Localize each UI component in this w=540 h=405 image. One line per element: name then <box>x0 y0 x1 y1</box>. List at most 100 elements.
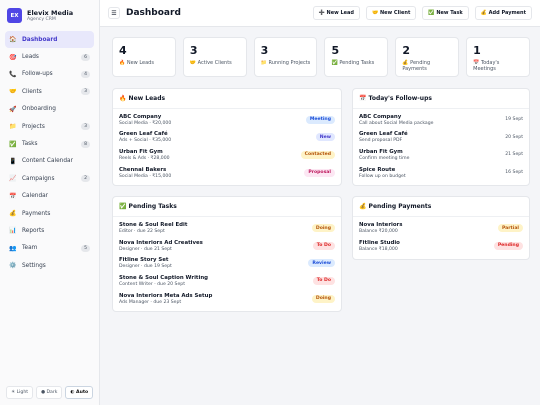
nav-icon: ✅ <box>9 140 17 148</box>
row-name: Nova Interiors Ad Creatives <box>119 239 203 246</box>
panel: 💰 Pending Payments Nova Interiors Balance … <box>352 196 530 260</box>
nav-icon: 🏠 <box>9 36 17 44</box>
stat-card: 5 ✅ Pending Tasks <box>324 37 389 77</box>
row-detail: Confirm meeting time <box>359 155 410 161</box>
row-text: Nova Interiors Ad Creatives Designer · du… <box>119 240 313 252</box>
stat-value: 3 <box>189 44 198 57</box>
row-name: Green Leaf Café <box>359 131 408 138</box>
nav-count: 3 <box>81 123 90 131</box>
nav-item[interactable]: 🎯 Leads 6 <box>5 48 94 65</box>
row-text: Spice Route Follow up on budget <box>359 167 505 179</box>
nav-count: 2 <box>81 175 90 183</box>
status-badge: To Do <box>312 276 335 285</box>
stat-label: 💰 Pending Payments <box>402 60 452 72</box>
action-button[interactable]: 💰 Add Payment <box>474 6 532 20</box>
nav-item[interactable]: 👥 Team 5 <box>5 240 94 257</box>
row-text: Nova Interiors Balance ₹20,000 <box>359 222 498 234</box>
row-detail: Reels & Ads · ₹28,000 <box>119 155 170 161</box>
status-badge: Pending <box>493 241 523 250</box>
nav-icon: 📱 <box>9 157 17 165</box>
stats: 4 🔥 New Leads 3 🤝 Active Clients 3 📁 Running … <box>112 37 530 77</box>
nav-icon: 📁 <box>9 123 17 131</box>
stat-label: 📁 Running Projects <box>261 60 311 66</box>
panel: ✅ Pending Tasks Stone & Soul Reel Edit Edi… <box>112 196 342 313</box>
list-row: Urban Fit Gym Reels & Ads · ₹28,000 Contac… <box>113 146 341 164</box>
row-text: Green Leaf Café Ads + Social · ₹35,000 <box>119 131 316 143</box>
stat-text: New Leads <box>126 60 154 66</box>
list-row: ABC Company Call about Social Media packa… <box>353 111 529 129</box>
stat-text: Pending Tasks <box>339 60 375 66</box>
theme-button[interactable]: ● Dark <box>36 386 63 399</box>
nav-item[interactable]: 🚀 Onboarding <box>5 101 94 118</box>
status-badge: Doing <box>311 224 335 233</box>
row-detail: Social Media · ₹15,000 <box>119 173 172 179</box>
nav-item[interactable]: ⚙️ Settings <box>5 257 94 274</box>
nav-label: Projects <box>22 123 45 130</box>
list-row: Fitline Studio Balance ₹18,000 Pending <box>353 237 529 255</box>
stat-icon: ✅ <box>331 60 338 66</box>
list-row: Nova Interiors Meta Ads Setup Ads Manager… <box>113 290 341 308</box>
row-name: Urban Fit Gym <box>119 148 163 155</box>
row-name: Green Leaf Café <box>119 131 168 138</box>
sidebar: EX Elevix Media Agency CRM 🏠 Dashboard 🎯 Le… <box>0 0 100 405</box>
stat-value: 1 <box>473 44 481 57</box>
row-date: 19 Sept <box>505 117 523 123</box>
row-detail: Balance ₹18,000 <box>359 246 398 252</box>
action-button[interactable]: ➕ New Lead <box>312 6 361 20</box>
right-column: 📅 Today's Follow-ups ABC Company Call abou… <box>352 88 530 260</box>
panel: 📅 Today's Follow-ups ABC Company Call abou… <box>352 88 530 187</box>
nav-icon: 💰 <box>9 210 17 218</box>
row-text: Urban Fit Gym Confirm meeting time <box>359 149 505 161</box>
row-name: Fitline Studio <box>359 239 400 246</box>
row-name: Spice Route <box>359 166 396 173</box>
status-badge: To Do <box>312 241 335 250</box>
list-row: Urban Fit Gym Confirm meeting time 21 Sept <box>353 146 529 164</box>
nav-item[interactable]: 💰 Payments <box>5 205 94 222</box>
nav-label: Clients <box>22 88 42 95</box>
nav-item[interactable]: 📁 Projects 3 <box>5 118 94 135</box>
nav-icon: 🎯 <box>9 53 17 61</box>
nav-count: 5 <box>81 244 90 252</box>
nav-icon: 📊 <box>9 227 17 235</box>
nav-item[interactable]: 📅 Calendar <box>5 188 94 205</box>
stat-icon: 🤝 <box>189 60 197 66</box>
row-detail: Designer · due 21 Sept <box>119 246 172 252</box>
row-text: Nova Interiors Meta Ads Setup Ads Manager… <box>119 293 312 305</box>
row-detail: Follow up on budget <box>359 173 406 179</box>
status-badge: Contacted <box>300 150 335 159</box>
row-detail: Send proposal PDF <box>359 138 403 144</box>
row-name: Nova Interiors Meta Ads Setup <box>119 292 213 299</box>
stat-card: 2 💰 Pending Payments <box>395 37 460 77</box>
theme-button[interactable]: ◐ Auto <box>65 386 94 399</box>
nav-item[interactable]: 📊 Reports <box>5 222 94 239</box>
theme-button[interactable]: ☀ Light <box>6 386 34 399</box>
nav-item[interactable]: 🤝 Clients 3 <box>5 83 94 100</box>
action-button[interactable]: ✅ New Task <box>422 6 469 20</box>
nav-count: 6 <box>81 53 90 61</box>
brand-tagline: Agency CRM <box>27 17 56 22</box>
status-badge: Partial <box>497 224 523 233</box>
nav-item[interactable]: 📱 Content Calendar <box>5 153 94 170</box>
row-name: Fitline Story Set <box>119 257 169 264</box>
nav-item[interactable]: ✅ Tasks 8 <box>5 135 94 152</box>
action-button[interactable]: 🤝 New Client <box>366 6 417 20</box>
row-detail: Editor · due 22 Sept <box>119 229 165 235</box>
panel: 🔥 New Leads ABC Company Social Media · ₹20… <box>112 88 342 187</box>
row-detail: Content Writer · due 20 Sept <box>119 281 186 287</box>
stat-value: 5 <box>331 44 340 57</box>
left-column: 🔥 New Leads ABC Company Social Media · ₹20… <box>112 88 342 313</box>
status-badge: Review <box>308 259 335 268</box>
stat-label: 🔥 New Leads <box>119 60 169 66</box>
nav-label: Reports <box>22 227 45 234</box>
nav-label: Calendar <box>22 193 49 200</box>
menu-button[interactable]: ☰ <box>108 7 120 19</box>
nav-item[interactable]: 📈 Campaigns 2 <box>5 170 94 187</box>
stat-label: 📅 Today's Meetings <box>473 60 523 72</box>
nav-item[interactable]: 🏠 Dashboard <box>5 31 94 49</box>
row-text: Fitline Story Set Designer · due 19 Sept <box>119 257 308 269</box>
stat-text: Pending Payments <box>402 60 431 72</box>
stat-value: 3 <box>260 44 269 57</box>
row-name: Stone & Soul Reel Edit <box>119 222 188 229</box>
row-detail: Social Media · ₹20,000 <box>119 120 172 126</box>
nav-item[interactable]: 📞 Follow-ups 4 <box>5 66 94 83</box>
